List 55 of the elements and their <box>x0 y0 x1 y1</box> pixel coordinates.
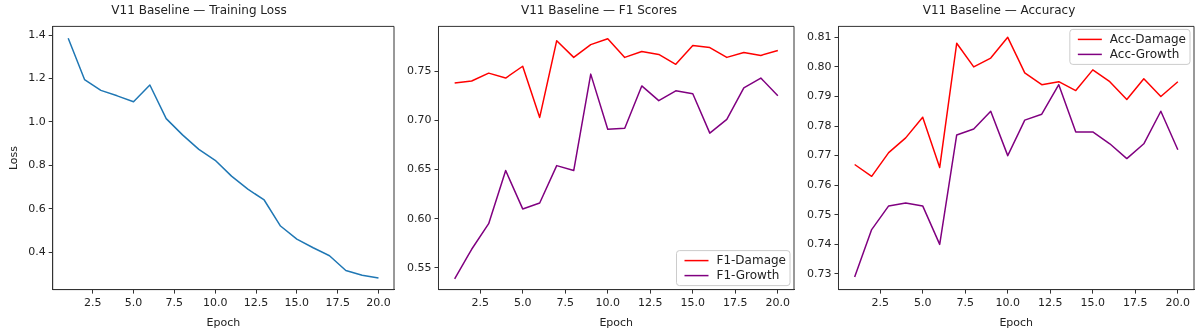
x-tick-label: 2.5 <box>83 296 102 310</box>
chart-title: V11 Baseline — Training Loss <box>111 3 287 18</box>
x-tick-label: 17.5 <box>1123 296 1148 310</box>
y-tick-label: 0.77 <box>806 148 832 162</box>
x-tick-label: 17.5 <box>325 296 350 310</box>
x-axis-title: Epoch <box>206 316 241 330</box>
y-tick-label: 0.6 <box>28 201 46 215</box>
y-tick-label: 0.81 <box>806 30 832 44</box>
x-tick-label: 2.5 <box>871 296 889 310</box>
x-tick-label: 12.5 <box>1038 296 1063 310</box>
x-tick-label: 17.5 <box>723 296 748 310</box>
x-tick-label: 2.5 <box>471 296 489 310</box>
chart-title: V11 Baseline — Accuracy <box>922 3 1076 18</box>
x-tick-label: 7.5 <box>165 296 184 310</box>
y-tick-label: 0.79 <box>806 89 832 103</box>
x-tick-label: 10.0 <box>202 296 228 310</box>
x-tick-label: 10.0 <box>595 296 620 310</box>
x-tick-label: 15.0 <box>680 296 706 310</box>
x-axis-title: Epoch <box>599 316 634 330</box>
x-tick-label: 5.0 <box>913 296 932 310</box>
x-tick-label: 7.5 <box>956 296 974 310</box>
y-tick-label: 0.76 <box>806 178 832 192</box>
y-tick-label: 0.75 <box>406 64 432 78</box>
y-tick-label: 0.70 <box>406 113 432 127</box>
legend-label: Acc-Growth <box>1109 46 1180 61</box>
x-tick-label: 15.0 <box>284 296 310 310</box>
legend-label: F1-Growth <box>716 267 780 282</box>
x-tick-label: 5.0 <box>513 296 532 310</box>
y-tick-label: 0.78 <box>806 118 832 132</box>
y-tick-label: 1.0 <box>28 114 46 128</box>
x-tick-label: 20.0 <box>765 296 791 310</box>
y-tick-label: 0.55 <box>406 260 432 274</box>
y-tick-label: 0.4 <box>28 244 46 258</box>
x-tick-label: 12.5 <box>638 296 663 310</box>
x-tick-label: 10.0 <box>995 296 1020 310</box>
y-tick-label: 0.74 <box>806 237 832 251</box>
x-tick-label: 12.5 <box>243 296 269 310</box>
chart-title: V11 Baseline — F1 Scores <box>520 3 678 18</box>
x-tick-label: 20.0 <box>1165 296 1191 310</box>
x-tick-label: 20.0 <box>366 296 391 310</box>
y-axis-title: Loss <box>7 145 21 171</box>
y-tick-label: 0.65 <box>406 162 432 176</box>
y-tick-label: 0.60 <box>406 211 432 225</box>
legend-label: F1-Damage <box>716 252 787 267</box>
x-tick-label: 15.0 <box>1080 296 1106 310</box>
y-tick-label: 1.4 <box>28 27 46 41</box>
x-tick-label: 7.5 <box>556 296 574 310</box>
legend-label: Acc-Damage <box>1109 31 1187 46</box>
y-tick-label: 0.73 <box>806 266 832 280</box>
y-tick-label: 0.80 <box>806 59 832 73</box>
y-tick-label: 1.2 <box>28 71 46 85</box>
y-tick-label: 0.75 <box>806 207 832 221</box>
x-axis-title: Epoch <box>999 316 1034 330</box>
x-tick-label: 5.0 <box>124 296 143 310</box>
y-tick-label: 0.8 <box>28 158 46 172</box>
